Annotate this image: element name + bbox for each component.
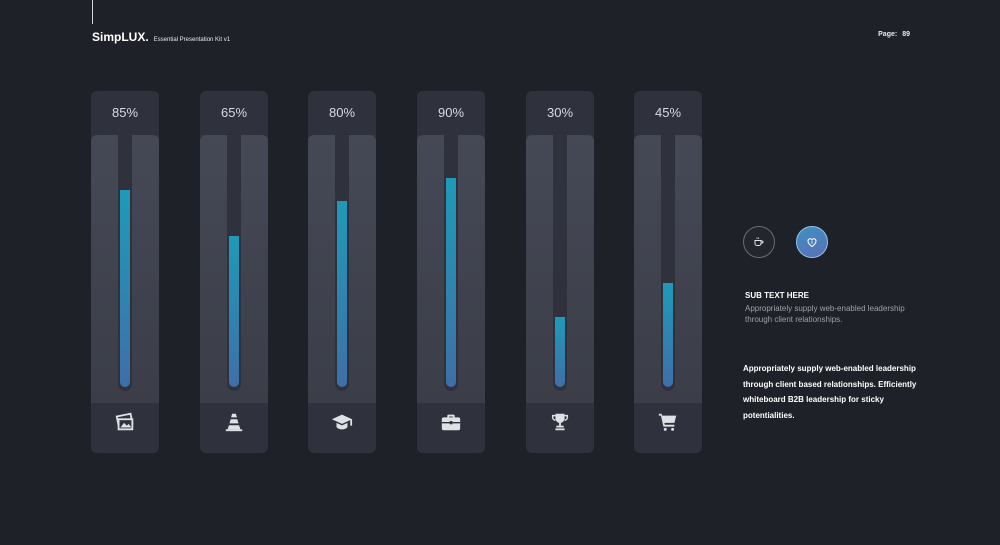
progress-card: 65%	[200, 91, 268, 453]
progress-card: 80%	[308, 91, 376, 453]
image-icon	[91, 411, 159, 437]
page-label: Page:	[878, 31, 898, 38]
progress-fill	[663, 283, 673, 387]
progress-fill	[120, 190, 130, 387]
progress-percent: 90%	[437, 105, 465, 120]
progress-track	[200, 133, 268, 403]
progress-card: 45%	[634, 91, 702, 453]
header-divider-line	[92, 0, 93, 24]
graduation-cap-icon	[308, 411, 376, 437]
description-paragraph: Appropriately supply web-enabled leaders…	[743, 364, 917, 420]
progress-track	[91, 133, 159, 403]
progress-card: 30%	[526, 91, 594, 453]
page-number: 89	[902, 31, 910, 38]
brand-subtitle: Essential Presentation Kit v1	[153, 37, 231, 43]
progress-fill	[337, 201, 347, 387]
shopping-cart-icon	[634, 411, 702, 437]
brand-name: SimpLUX.	[92, 30, 149, 44]
progress-percent: 45%	[654, 105, 682, 120]
progress-percent: 30%	[546, 105, 574, 120]
heart-shield-icon	[796, 226, 828, 258]
traffic-cone-icon	[200, 411, 268, 437]
progress-track	[526, 133, 594, 403]
progress-fill	[555, 317, 565, 387]
sub-text: Appropriately supply web-enabled leaders…	[745, 304, 905, 324]
progress-percent: 85%	[111, 105, 139, 120]
progress-card: 90%	[417, 91, 485, 453]
coffee-cup-icon	[743, 226, 775, 258]
progress-fill	[229, 236, 239, 387]
briefcase-icon	[417, 411, 485, 437]
progress-percent: 80%	[328, 105, 356, 120]
progress-percent: 65%	[220, 105, 248, 120]
brand: SimpLUX. Essential Presentation Kit v1	[92, 30, 230, 44]
progress-track	[634, 133, 702, 403]
sub-title: SUB TEXT HERE	[745, 291, 810, 300]
progress-track	[308, 133, 376, 403]
trophy-icon	[526, 411, 594, 437]
page-indicator: Page: 89	[878, 31, 910, 38]
progress-track	[417, 133, 485, 403]
progress-card: 85%	[91, 91, 159, 453]
progress-fill	[446, 178, 456, 387]
